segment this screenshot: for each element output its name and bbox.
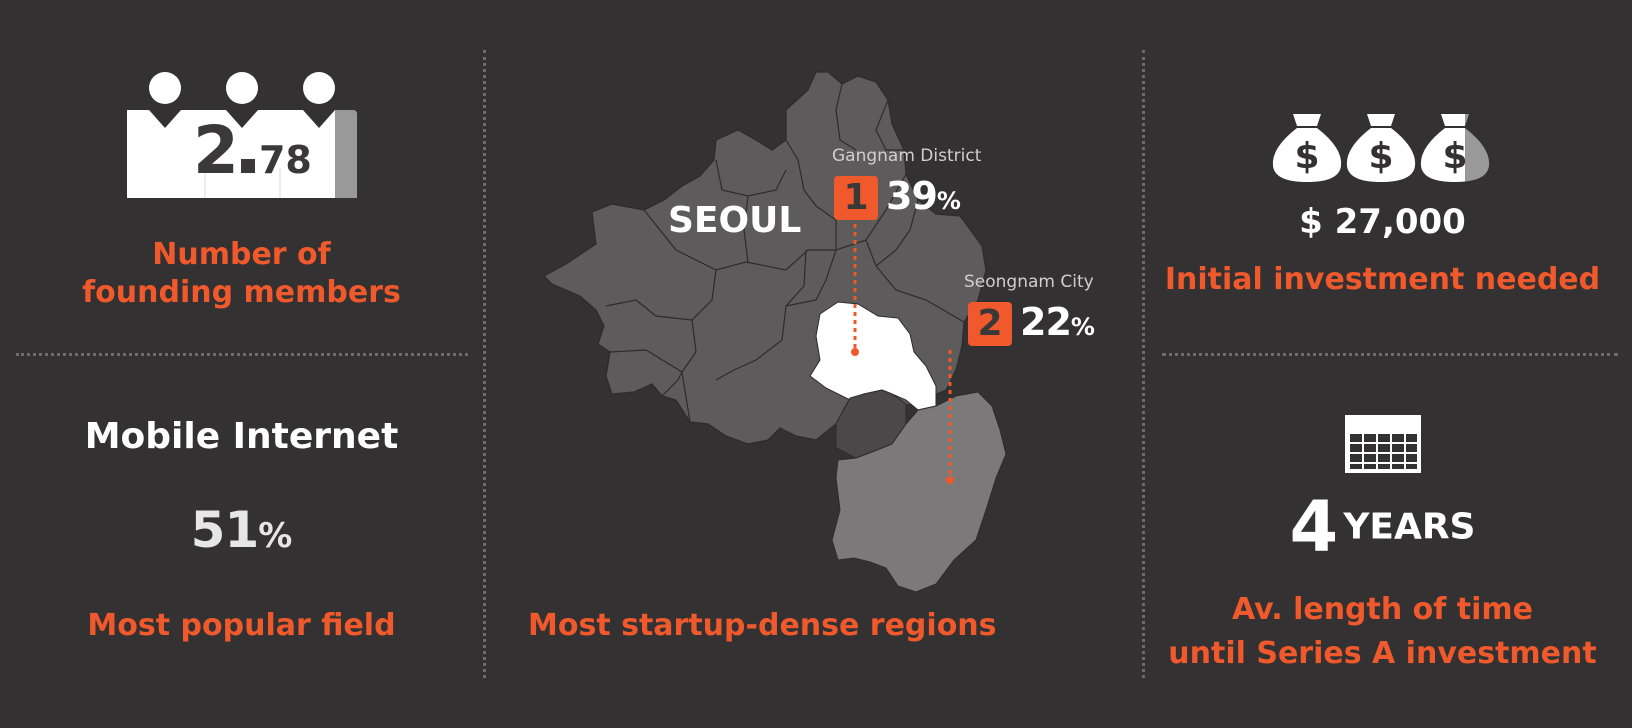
investment-amount: $ 27,000 (1299, 202, 1466, 242)
field-percent-sign: % (258, 516, 293, 556)
founders-value-whole: 2 (193, 112, 239, 189)
founders-panel: 2 78 Number of founding members (0, 0, 483, 353)
region-percent-gangnam: 39% (886, 174, 961, 218)
seoul-map (543, 71, 1007, 593)
founders-label: Number of founding members (0, 236, 483, 312)
divider-right-horizontal (1162, 353, 1618, 356)
regions-panel: SEOUL Gangnam District 1 39% Seongnam Ci… (486, 0, 1142, 728)
founders-label-line2: founding members (82, 275, 401, 310)
series-a-label-line2: until Series A investment (1168, 636, 1597, 671)
series-a-label-line1: Av. length of time (1231, 592, 1534, 627)
founders-value-dot (240, 159, 255, 173)
rank-badge-2: 2 (968, 302, 1012, 346)
svg-text:$: $ (1442, 136, 1467, 177)
region-name-gangnam: Gangnam District (832, 146, 982, 166)
investment-panel: $ $ $ $ 27,000 Initial investment needed (1145, 0, 1632, 353)
seongnam-region (831, 391, 1007, 593)
svg-text:$: $ (1368, 136, 1393, 177)
people-group-icon (127, 72, 357, 198)
region-item-seongnam: Seongnam City 2 22% (964, 272, 1164, 352)
founders-value: 2 78 (193, 112, 312, 189)
series-a-label: Av. length of time until Series A invest… (1145, 588, 1620, 676)
region-percent-sign-seongnam: % (1070, 313, 1095, 341)
investment-label: Initial investment needed (1164, 262, 1601, 297)
divider-left-horizontal (16, 353, 468, 356)
region-percent-value-seongnam: 22 (1020, 300, 1072, 344)
field-panel: Mobile Internet 51% Most popular field (0, 356, 483, 728)
field-label: Most popular field (87, 608, 396, 643)
series-a-number: 4 (1289, 486, 1339, 568)
money-bag-icon: $ $ $ (1272, 114, 1490, 182)
svg-text:$: $ (1294, 136, 1319, 177)
gangnam-leader-dot (851, 348, 859, 356)
founders-label-line1: Number of (152, 237, 331, 272)
divider-left (483, 50, 486, 678)
region-item-gangnam: Gangnam District 1 39% (832, 146, 1032, 226)
series-a-unit: YEARS (1343, 506, 1476, 548)
series-a-panel: 4 YEARS Av. length of time until Series … (1145, 356, 1632, 728)
map-city-label: SEOUL (668, 200, 802, 241)
field-percent: 51% (0, 501, 483, 559)
divider-right (1142, 50, 1145, 678)
region-percent-value-gangnam: 39 (886, 174, 938, 218)
region-percent-seongnam: 22% (1020, 300, 1095, 344)
field-name: Mobile Internet (84, 416, 399, 457)
series-a-duration: 4 YEARS (1145, 486, 1620, 568)
calendar-icon (1345, 415, 1421, 473)
founders-value-decimal: 78 (258, 138, 312, 182)
region-name-seongnam: Seongnam City (964, 272, 1094, 292)
regions-label: Most startup-dense regions (528, 608, 997, 643)
rank-badge-1: 1 (834, 176, 878, 220)
seongnam-leader-dot (946, 476, 954, 484)
field-percent-value: 51 (190, 501, 260, 559)
region-percent-sign-gangnam: % (936, 187, 961, 215)
